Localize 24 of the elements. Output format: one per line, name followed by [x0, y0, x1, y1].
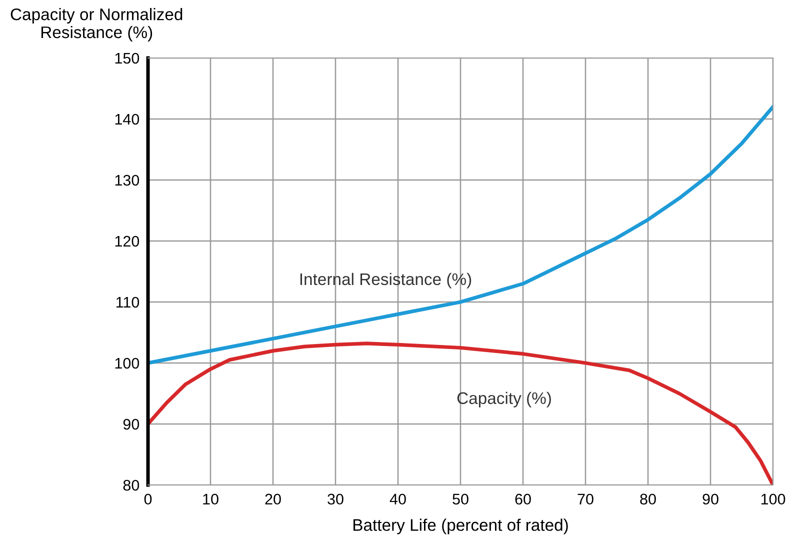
x-tick-label: 100: [761, 494, 786, 505]
x-tick-label: 50: [452, 494, 468, 505]
text: Capacity (%): [457, 392, 551, 408]
y-tick-label: 140: [115, 114, 140, 125]
x-tick-label: 0: [144, 494, 152, 505]
y-tick-label: 120: [115, 236, 140, 247]
x-tick-label: 60: [515, 494, 531, 505]
x-tick-label: 10: [203, 494, 218, 505]
line-series: [148, 104, 773, 365]
x-axis-title: Battery Life (percent of rated): [353, 518, 568, 534]
y-tick-label: 80: [123, 480, 140, 491]
x-tick-label: 90: [702, 494, 718, 505]
x-tick-label: 20: [265, 494, 281, 505]
series-label: Internal Resistance (%): [300, 272, 472, 288]
y-tick-label: 110: [116, 296, 140, 308]
x-tick-label: 80: [640, 494, 656, 505]
y-tick-label: 100: [115, 358, 140, 369]
y-tick-label: 90: [123, 418, 140, 430]
y-tick-label: 150: [115, 52, 140, 64]
x-tick-label: 30: [328, 494, 344, 505]
x-tick-label: 70: [578, 494, 594, 505]
x-tick-label: 40: [390, 494, 406, 505]
y-axis-title: Capacity or Normalized Resistance (%): [10, 8, 182, 42]
y-tick-label: 130: [115, 174, 140, 186]
